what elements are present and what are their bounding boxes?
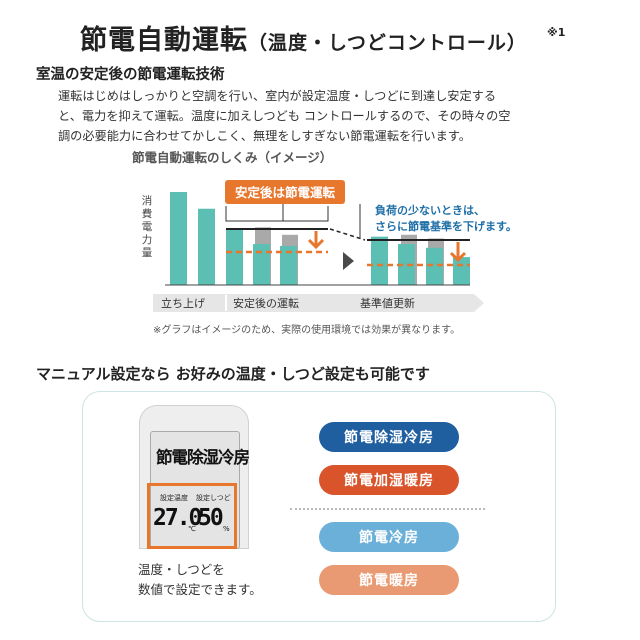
paragraph-line: と、電力を抑えて運転。温度に加えしつども コントロールするので、その時々の空 (58, 109, 511, 123)
transition-arrow-icon (343, 252, 354, 270)
mode-pill-dehumidify-cool: 節電除湿冷房 (319, 422, 459, 452)
mode-pill-humidify-heat: 節電加湿暖房 (319, 465, 459, 495)
title-footnote-mark: ※1 (547, 26, 566, 39)
callout-left: 安定後は節電運転 (235, 185, 336, 200)
remote-temp-value: 27.0 (153, 505, 202, 531)
mode-pill-cool: 節電冷房 (319, 522, 459, 552)
remote-caption-line: 数値で設定できます。 (138, 582, 262, 597)
remote-caption: 温度・しつどを 数値で設定できます。 (138, 560, 262, 600)
bar-consumption (426, 247, 443, 285)
bar-consumption (280, 245, 297, 285)
remote-lcd-screen (150, 431, 240, 549)
callout-bracket-icon (225, 206, 329, 222)
bars-group (170, 192, 470, 285)
remote-label-temp: 設定温度 (160, 494, 188, 502)
page-title: 節電自動運転（温度・しつどコントロール） (80, 18, 527, 57)
section-heading-manual: マニュアル設定なら お好みの温度・しつど設定も可能です (36, 365, 430, 383)
phase-arrow-band (153, 294, 484, 312)
title-main: 節電自動運転 (80, 25, 248, 56)
callout-right-line: 負荷の少ないときは、 (375, 203, 485, 217)
mode-divider (290, 508, 485, 510)
remote-label-humidity: 設定しつど (196, 494, 231, 502)
bar-consumption (170, 192, 187, 285)
mode-pill-heat: 節電暖房 (319, 565, 459, 595)
paragraph-line: 調の必要能力に合わせてかしこく、無理をしすぎない節電運転を行います。 (58, 129, 471, 143)
phase-label-startup: 立ち上げ (161, 296, 205, 310)
bar-consumption (371, 236, 388, 285)
description-paragraph: 運転はじめはしっかりと空調を行い、室内が設定温度・しつどに到達し安定する と、電… (58, 86, 538, 146)
callout-box (225, 180, 345, 204)
chart-caption: 節電自動運転のしくみ（イメージ） (132, 150, 333, 165)
y-axis-label: 消費電力量 (142, 194, 153, 259)
setting-highlight-box (147, 483, 237, 549)
paragraph-line: 運転はじめはしっかりと空調を行い、室内が設定温度・しつどに到達し安定する (58, 89, 497, 103)
bar-consumption (226, 241, 243, 285)
callout-right-line: さらに節電基準を下げます。 (375, 219, 517, 233)
section-heading-stable: 室温の安定後の節電運転技術 (36, 67, 225, 83)
bar-consumption (453, 257, 470, 285)
remote-caption-line: 温度・しつどを (138, 562, 225, 577)
bar-consumption (198, 208, 215, 285)
remote-temp-unit: ℃ (188, 525, 196, 533)
remote-mode-display: 節電除湿冷房 (156, 448, 250, 467)
bar-consumption (253, 244, 270, 285)
reference-line-connector (329, 228, 366, 241)
chart-disclaimer: ※グラフはイメージのため、実際の使用環境では効果が異なります。 (153, 325, 461, 336)
phase-label-stable: 安定後の運転 (233, 296, 299, 310)
title-sub: （温度・しつどコントロール） (248, 32, 527, 54)
down-arrow-icon (307, 231, 467, 263)
svg-text:消費電力量: 消費電力量 (142, 194, 153, 259)
phase-label-update: 基準値更新 (360, 296, 415, 310)
remote-humidity-unit: % (223, 525, 230, 533)
remote-humidity-value: 50 (198, 505, 224, 531)
bar-consumption (398, 244, 415, 285)
